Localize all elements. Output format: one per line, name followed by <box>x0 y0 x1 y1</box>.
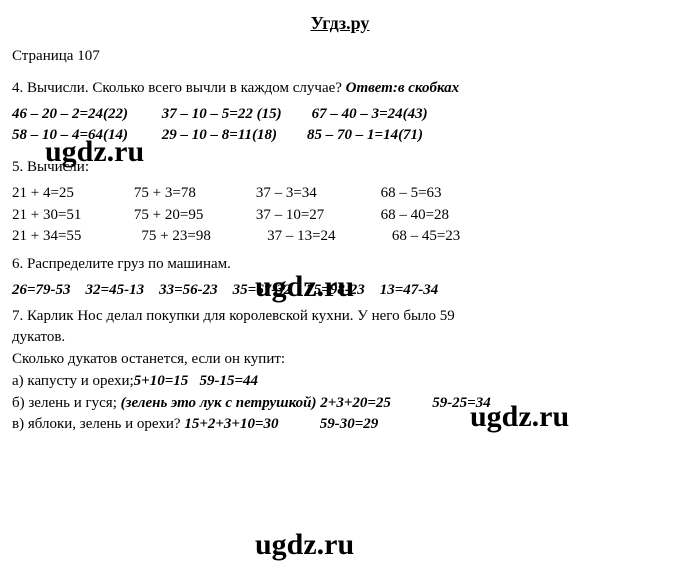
q7-line3: Сколько дукатов останется, если он купит… <box>12 349 668 371</box>
q4-row-2: 58 – 10 – 4=64(14) 29 – 10 – 8=11(18) 85… <box>12 125 668 147</box>
q4-row-1: 46 – 20 – 2=24(22) 37 – 10 – 5=22 (15) 6… <box>12 104 668 126</box>
q5-row-3: 21 + 34=55 75 + 23=98 37 – 13=24 68 – 45… <box>12 226 668 248</box>
q5-row-2: 21 + 30=51 75 + 20=95 37 – 10=27 68 – 40… <box>12 205 668 227</box>
q4-text: 4. Вычисли. Сколько всего вычли в каждом… <box>12 80 346 96</box>
page-label: Страница 107 <box>12 46 668 68</box>
q7-c: в) яблоки, зелень и орехи? 15+2+3+10=30 … <box>12 414 668 436</box>
q7-line2: дукатов. <box>12 327 668 349</box>
q7-a: а) капусту и орехи;5+10=15 59-15=44 <box>12 371 668 393</box>
q7-line1: 7. Карлик Нос делал покупки для королевс… <box>12 306 668 328</box>
q6-answers: 26=79-53 32=45-13 33=56-23 35=67-32 75=9… <box>12 280 668 302</box>
site-header-link[interactable]: Угдз.ру <box>12 10 668 36</box>
q4-answer-label: Ответ:в скобках <box>346 80 460 96</box>
q5-prompt: 5. Вычисли: <box>12 157 668 179</box>
q4-prompt: 4. Вычисли. Сколько всего вычли в каждом… <box>12 78 668 100</box>
page-content: Угдз.ру Страница 107 4. Вычисли. Сколько… <box>0 0 680 446</box>
q5-row-1: 21 + 4=25 75 + 3=78 37 – 3=34 68 – 5=63 <box>12 183 668 205</box>
q7-b: б) зелень и гуся; (зелень это лук с петр… <box>12 393 668 415</box>
q6-prompt: 6. Распределите груз по машинам. <box>12 254 668 276</box>
watermark: ugdz.ru <box>255 528 354 562</box>
